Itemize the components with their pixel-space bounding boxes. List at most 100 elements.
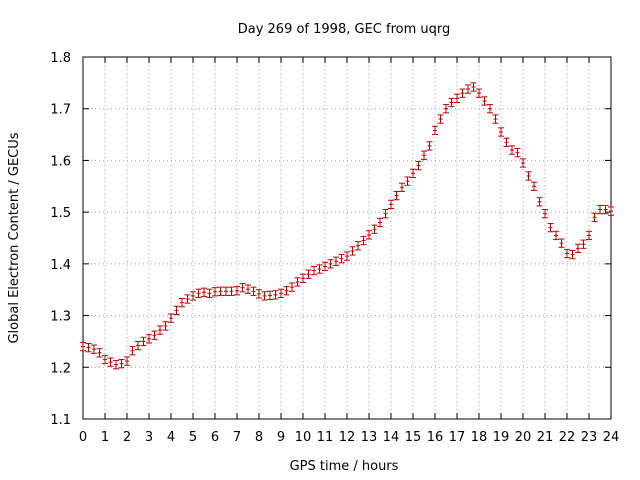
x-tick-label: 2 — [123, 430, 131, 445]
data-point — [338, 254, 345, 264]
data-point — [586, 230, 592, 241]
x-tick-label: 4 — [167, 430, 175, 445]
x-tick-label: 12 — [339, 430, 356, 445]
data-point — [459, 88, 466, 98]
data-point — [184, 294, 191, 304]
x-tick-label: 22 — [559, 430, 576, 445]
x-tick-label: 6 — [211, 430, 219, 445]
data-point — [129, 346, 136, 356]
data-point — [344, 251, 350, 261]
data-point — [102, 354, 108, 365]
data-point — [487, 104, 493, 114]
data-point — [294, 277, 301, 287]
data-point — [135, 340, 141, 351]
data-point — [465, 84, 471, 94]
y-tick-label: 1.2 — [50, 361, 71, 376]
data-point — [217, 286, 224, 296]
data-point — [179, 298, 185, 308]
data-point — [146, 334, 152, 344]
x-tick-label: 15 — [405, 430, 422, 445]
data-point — [360, 235, 367, 246]
data-point — [91, 344, 97, 354]
x-tick-label: 1 — [101, 430, 109, 445]
data-point — [107, 357, 114, 367]
data-point — [355, 241, 361, 251]
x-axis-label: GPS time / hours — [290, 459, 399, 474]
data-point — [575, 243, 581, 253]
data-point — [256, 289, 262, 299]
data-point — [113, 360, 119, 370]
data-point — [377, 217, 383, 228]
data-point — [140, 336, 147, 347]
data-point — [454, 93, 460, 104]
data-point — [470, 82, 477, 92]
data-point — [371, 224, 378, 234]
data-point — [168, 313, 174, 323]
data-point — [261, 291, 268, 301]
x-tick-label: 0 — [79, 430, 87, 445]
data-point — [580, 239, 587, 249]
grid — [83, 57, 611, 419]
data-point — [173, 305, 180, 316]
data-point — [245, 284, 251, 294]
x-tick-label: 18 — [471, 430, 488, 445]
data-point — [509, 145, 515, 155]
x-tick-label: 8 — [255, 430, 263, 445]
data-point — [157, 325, 163, 335]
data-point — [481, 96, 488, 106]
data-point — [272, 290, 279, 300]
data-point — [443, 104, 449, 114]
data-point — [234, 286, 240, 296]
data-point — [300, 273, 306, 283]
data-point — [223, 286, 229, 296]
x-tick-label: 17 — [449, 430, 466, 445]
data-point — [311, 265, 317, 276]
data-point — [492, 114, 499, 124]
data-point — [388, 199, 394, 210]
data-point — [564, 248, 570, 259]
data-point — [80, 341, 86, 352]
data-point — [124, 356, 130, 366]
y-axis: 1.1 1.2 1.3 1.4 1.5 1.6 1.7 1.8 — [50, 51, 611, 428]
data-point — [569, 249, 576, 260]
data-point — [608, 206, 614, 216]
data-point — [437, 114, 444, 124]
data-point — [448, 97, 455, 108]
x-tick-label: 10 — [295, 430, 312, 445]
data-point — [525, 171, 532, 181]
data-point — [333, 256, 339, 266]
data-point — [399, 182, 405, 192]
data-point — [278, 288, 284, 298]
x-tick-label: 20 — [515, 430, 532, 445]
x-tick-label: 24 — [603, 430, 620, 445]
data-point — [283, 286, 290, 296]
data-point — [410, 168, 416, 178]
data-point — [536, 197, 543, 207]
y-axis-label: Global Electron Content / GECUs — [7, 132, 22, 343]
x-axis: 0 1 2 3 4 5 6 7 8 9 10 11 12 13 14 15 16 17 18 19 20 21 22 23 24 — [79, 57, 619, 445]
x-tick-label: 23 — [581, 430, 598, 445]
data-point — [190, 291, 196, 301]
data-point — [195, 288, 202, 298]
y-tick-label: 1.6 — [50, 154, 71, 169]
x-tick-label: 14 — [383, 430, 400, 445]
data-point — [432, 125, 438, 136]
data-point — [206, 288, 213, 298]
x-tick-label: 19 — [493, 430, 510, 445]
data-point — [591, 212, 598, 222]
data-point — [96, 348, 103, 358]
data-point — [503, 137, 510, 147]
data-point — [404, 176, 411, 186]
data-point — [162, 321, 169, 331]
data-point — [349, 246, 356, 256]
data-point — [426, 141, 433, 151]
data-point — [322, 261, 328, 272]
data-point — [415, 160, 422, 171]
y-tick-label: 1.7 — [50, 103, 71, 118]
data-point — [547, 223, 554, 233]
data-point — [327, 259, 334, 269]
data-series — [80, 82, 614, 370]
data-point — [316, 264, 323, 274]
data-point — [553, 230, 559, 241]
